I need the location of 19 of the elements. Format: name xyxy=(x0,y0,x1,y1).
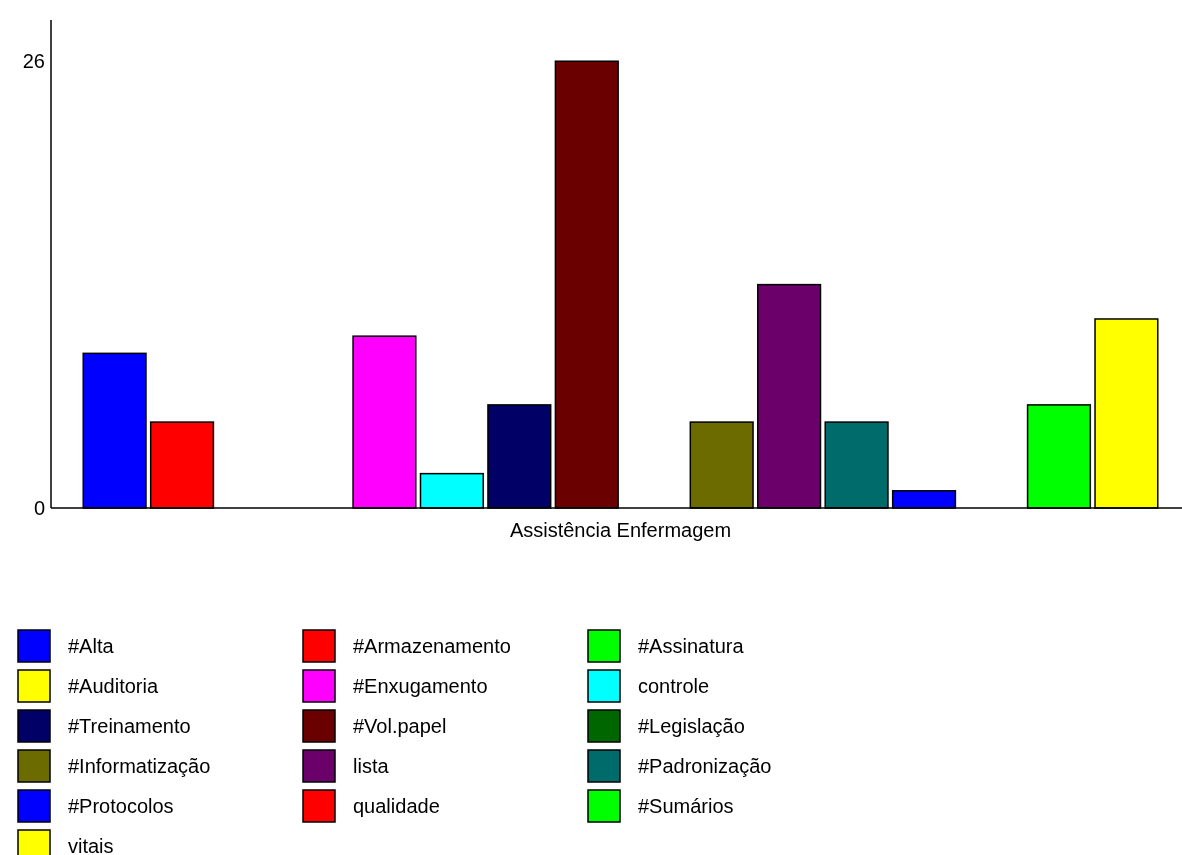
legend-label: #Legislação xyxy=(638,715,745,737)
legend-label: #Informatização xyxy=(68,755,211,777)
y-tick-label: 0 xyxy=(33,497,45,519)
legend-label: #Armazenamento xyxy=(353,635,511,657)
legend-label: #Padronização xyxy=(638,755,772,777)
legend-label: lista xyxy=(353,755,390,777)
legend-label: #Treinamento xyxy=(68,715,191,737)
legend-label: controle xyxy=(638,675,710,697)
legend-label: #Vol.papel xyxy=(353,715,447,737)
x-tick-label: Assistência Enfermagem xyxy=(509,519,732,541)
legend-label: #Enxugamento xyxy=(353,675,488,697)
y-tick-label: 26 xyxy=(22,50,45,73)
legend-label: #Auditoria xyxy=(68,675,159,697)
legend-label: #Alta xyxy=(68,635,115,657)
legend-label: #Assinatura xyxy=(638,635,745,657)
legend-label: #Sumários xyxy=(638,795,734,817)
legend-label: qualidade xyxy=(353,795,440,817)
legend-label: #Protocolos xyxy=(68,795,174,817)
legend-label: vitais xyxy=(68,835,114,855)
